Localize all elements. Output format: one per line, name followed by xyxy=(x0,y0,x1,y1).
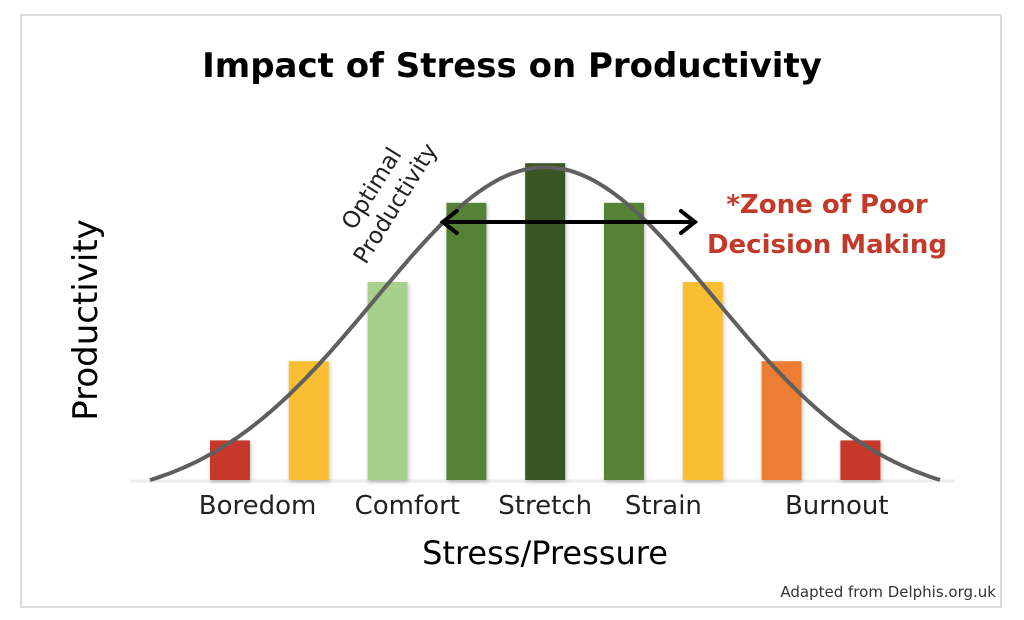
bar-4 xyxy=(525,163,566,480)
zone-label-burnout: Burnout xyxy=(785,491,889,521)
zone-label-strain: Strain xyxy=(625,491,702,521)
bar-8 xyxy=(840,440,881,480)
bar-3 xyxy=(446,202,487,481)
zone-label-line1: *Zone of Poor xyxy=(726,190,928,220)
bar-1 xyxy=(288,361,329,480)
zone-label-stretch: Stretch xyxy=(498,491,592,521)
bar-2 xyxy=(367,282,408,480)
y-axis-label: Productivity xyxy=(66,219,106,421)
optimal-range-arrow xyxy=(439,209,699,235)
arrow-head xyxy=(439,209,459,235)
zone-label-line2: Decision Making xyxy=(707,230,947,260)
chart-frame xyxy=(20,14,1002,608)
source-credit: Adapted from Delphis.org.uk xyxy=(780,583,996,601)
bar-0 xyxy=(210,440,250,480)
zone-label-comfort: Comfort xyxy=(355,491,460,521)
bar-5 xyxy=(604,202,644,481)
arrow-head xyxy=(678,209,699,235)
x-axis-label: Stress/Pressure xyxy=(422,534,668,572)
bar-6 xyxy=(682,282,723,480)
chart-title: Impact of Stress on Productivity xyxy=(202,46,822,86)
zone-label-boredom: Boredom xyxy=(199,491,317,521)
bell-curve xyxy=(149,165,941,483)
bar-7 xyxy=(761,361,802,480)
